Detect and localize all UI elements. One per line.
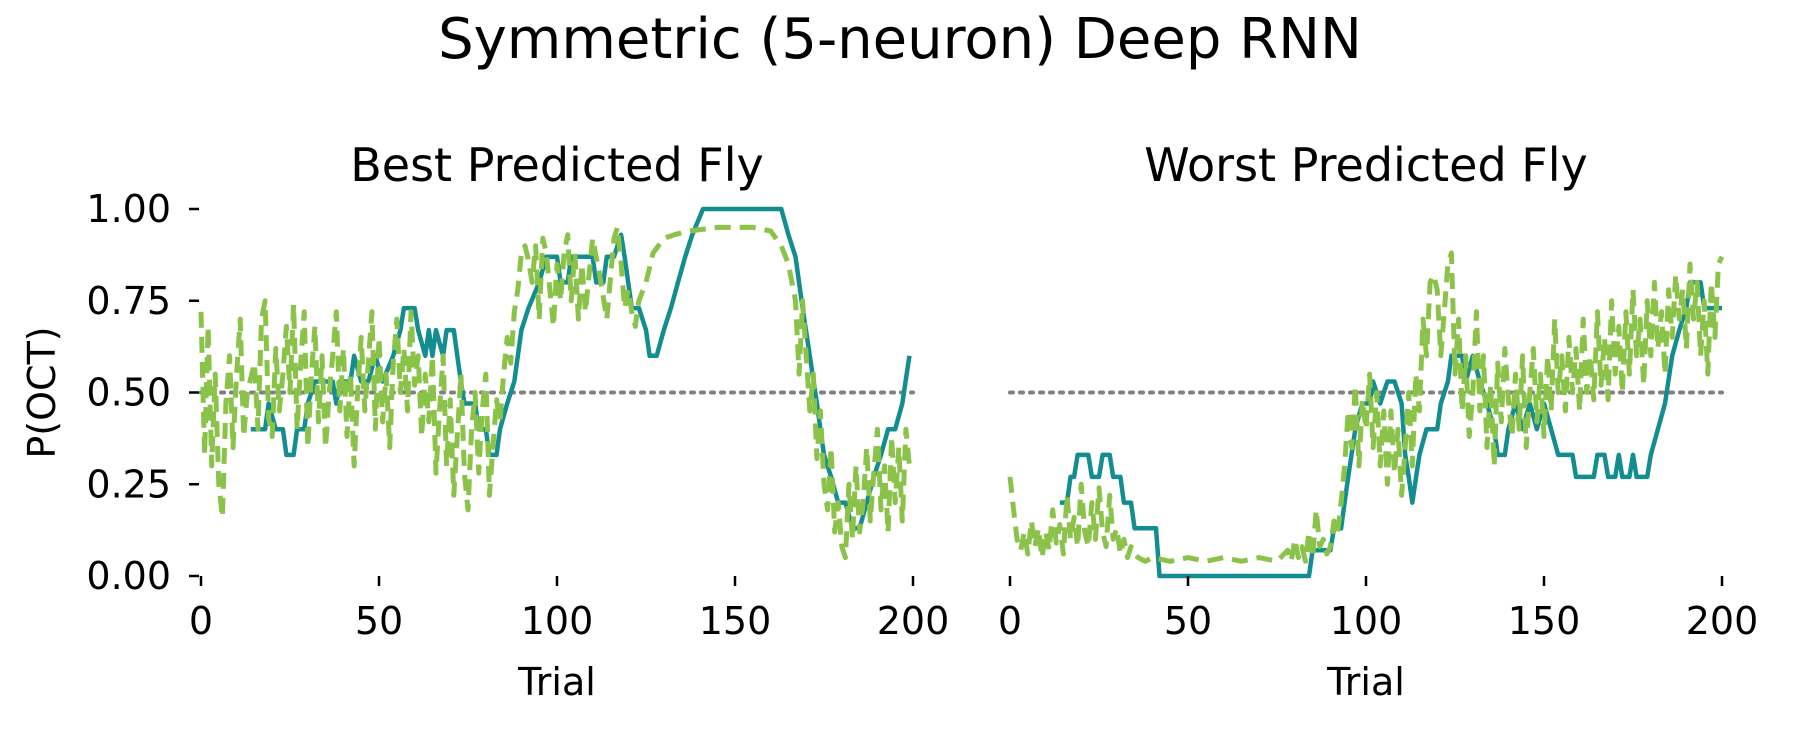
x-tick-label: 150 bbox=[699, 599, 772, 643]
model-prediction-line bbox=[198, 224, 912, 561]
observed-choice-line bbox=[1059, 280, 1722, 579]
y-tick-label: 0.25 bbox=[86, 462, 171, 506]
x-tick-label: 150 bbox=[1508, 599, 1581, 643]
x-tick-label: 50 bbox=[1164, 599, 1212, 643]
model-prediction-line bbox=[1007, 250, 1725, 564]
panel-title: Best Predicted Fly bbox=[350, 138, 764, 192]
x-tick-label: 0 bbox=[998, 599, 1022, 643]
y-axis-label: P(OCT) bbox=[20, 326, 64, 458]
panels: Best Predicted Fly 0 50 100 150 200 Trial 0.00 0… bbox=[20, 138, 1758, 704]
x-tick-label: 200 bbox=[877, 599, 950, 643]
x-axis-label: Trial bbox=[517, 660, 596, 704]
y-tick-label: 0.75 bbox=[86, 279, 171, 323]
panel-1: Best Predicted Fly 0 50 100 150 200 Trial 0.00 0… bbox=[20, 138, 949, 704]
figure-title: Symmetric (5-neuron) Deep RNN bbox=[438, 7, 1362, 72]
panel-title: Worst Predicted Fly bbox=[1144, 138, 1588, 192]
y-tick-label: 1.00 bbox=[86, 187, 171, 231]
x-tick-label: 100 bbox=[1330, 599, 1403, 643]
x-tick-label: 100 bbox=[521, 599, 594, 643]
panel-2: Worst Predicted Fly 0 50 100 150 200 Trial bbox=[998, 138, 1758, 704]
x-tick-label: 50 bbox=[355, 599, 403, 643]
y-tick-label: 0.00 bbox=[86, 554, 171, 598]
y-tick-label: 0.50 bbox=[86, 371, 171, 415]
observed-choice-line bbox=[250, 206, 912, 531]
x-tick-label: 0 bbox=[189, 599, 213, 643]
x-axis-label: Trial bbox=[1326, 660, 1405, 704]
x-tick-label: 200 bbox=[1686, 599, 1759, 643]
